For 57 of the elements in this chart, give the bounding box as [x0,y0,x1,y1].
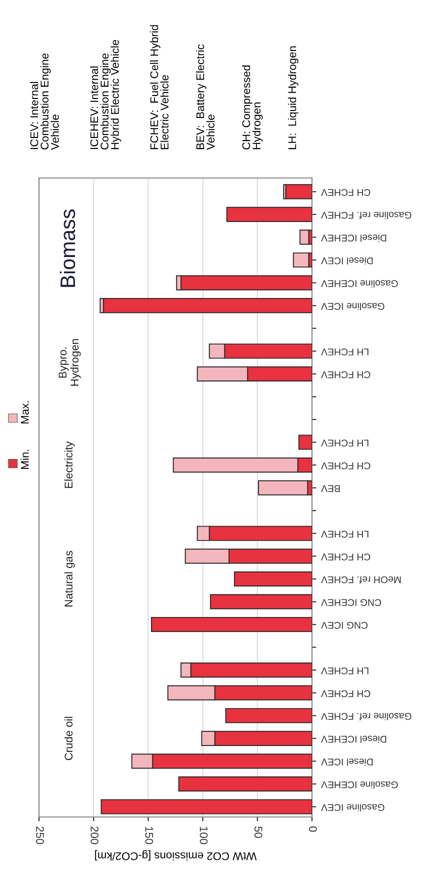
y-tick-label: LH FCHEV [321,667,368,674]
x-tick-label: 200 [90,826,98,844]
legend-label: Min. [20,450,29,469]
annotation: Bypro. Hydrogen [58,339,81,386]
y-tick-label: Diesel ICEV [321,758,373,766]
y-tick-label: Diesel ICEV [321,257,373,265]
text: LH: Liquid Hydrogen [288,46,298,150]
x-tick-label: 250 [36,826,44,844]
y-tick-label: CH FCHEV [321,189,370,196]
y-tick-label: Gasoline ICEHEV [321,280,398,288]
x-tick-label: 100 [200,826,208,844]
y-tick-label: CH FCHEV [321,690,370,698]
text: FCHEV: Fuel Cell Hybrid Electric Vehicle [150,25,169,150]
text: ICEV: Internal Combustion Engine Vehicle [30,54,59,150]
y-tick-label: Gasoline ICEV [321,804,384,812]
y-tick-label: LH FCHEV [321,440,368,447]
annotation: Biomass [60,209,76,287]
bar [298,434,312,450]
y-tick-label: BEV [321,485,340,492]
x-axis-title: WtW CO2 emissions [g-CO2/km] [95,850,257,860]
annotation: Natural gas [64,550,75,606]
y-tick-label: LH FCHEV [321,530,368,538]
bar [226,206,312,222]
bar [100,799,312,814]
bar [210,594,312,610]
x-tick-label: 150 [145,826,154,844]
y-tick-label: LH FCHEV [321,348,368,356]
y-tick-label: CNG ICEHEV [321,599,382,606]
y-tick-label: Diesel ICEHEV [321,234,386,242]
bar [292,252,310,268]
y-tick-label: Gasoline ICEHEV [321,781,398,788]
y-tick-label: MeOH ref. FCHEV [321,576,401,584]
bar [178,776,312,792]
y-tick-label: Gasoline ICEV [321,302,384,310]
bar [285,184,312,200]
y-tick-label: CH FCHEV [321,371,370,378]
bar [102,298,312,314]
y-tick-label: Diesel ICEHEV [321,736,386,743]
y-tick-label: Gasoline ref. FCHEV [321,713,412,720]
annotation: Electricity [64,441,75,488]
text: BEV: Battery Electric Vehicle [196,44,215,150]
text: ICEHEV: Internal Combustion Engine Hybrid Electric Vehicle [90,40,122,150]
y-tick-label: CH FCHEV [321,554,370,560]
bar [150,616,312,632]
x-tick-label: 0 [309,826,317,832]
bar [234,571,312,586]
bar [300,230,310,245]
y-tick-label: CNG ICEV [321,622,368,629]
bar [258,480,308,496]
annotation: Crude oil [64,716,73,760]
x-tick-label: 50 [254,826,262,838]
text: CH: Compressed Hydrogen [242,66,263,150]
legend-label: Max. [21,401,29,424]
bar [180,275,312,290]
y-tick-label: CH FCHEV [321,462,370,470]
bar [225,708,312,724]
y-tick-label: Gasoline ref. FCHEV [321,212,412,219]
